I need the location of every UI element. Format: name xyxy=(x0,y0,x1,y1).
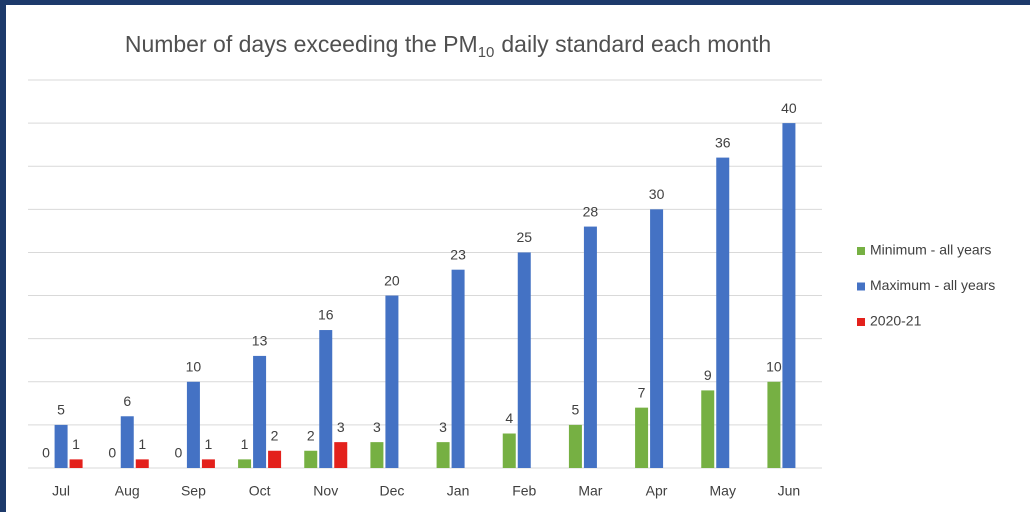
data-label: 16 xyxy=(318,307,334,323)
bar xyxy=(701,390,715,468)
data-label: 5 xyxy=(572,402,580,418)
bar xyxy=(767,381,781,468)
data-label: 9 xyxy=(704,367,712,383)
data-label: 0 xyxy=(108,445,116,461)
x-tick-label: Apr xyxy=(646,483,668,499)
x-tick-label: Dec xyxy=(379,483,404,499)
bar xyxy=(436,442,450,468)
data-label: 20 xyxy=(384,272,400,288)
data-label: 10 xyxy=(766,358,782,374)
x-tick-label: Feb xyxy=(512,483,536,499)
bar xyxy=(319,330,333,468)
bar xyxy=(268,450,282,468)
data-label: 1 xyxy=(205,436,213,452)
chart-title: Number of days exceeding the PM10 daily s… xyxy=(125,31,771,61)
x-tick-label: Sep xyxy=(181,483,206,499)
data-label: 10 xyxy=(186,358,202,374)
data-label: 23 xyxy=(450,246,466,262)
data-label: 6 xyxy=(123,393,131,409)
data-label: 36 xyxy=(715,134,731,150)
data-label: 5 xyxy=(57,402,65,418)
bar xyxy=(370,442,384,468)
x-tick-label: Oct xyxy=(249,483,271,499)
data-label: 30 xyxy=(649,186,665,202)
bar xyxy=(650,209,664,469)
bar xyxy=(120,416,134,468)
data-label: 1 xyxy=(138,436,146,452)
bar xyxy=(502,433,516,468)
bar xyxy=(238,459,252,468)
x-tick-label: Aug xyxy=(115,483,140,499)
bar xyxy=(451,269,465,468)
title-rest: daily standard each month xyxy=(501,31,771,57)
bar xyxy=(568,424,582,468)
bar xyxy=(517,252,531,468)
x-tick-label: Nov xyxy=(313,483,338,499)
bar xyxy=(583,226,597,468)
x-tick-label: Jun xyxy=(778,483,801,499)
legend-label: 2020-21 xyxy=(870,313,922,329)
legend-label: Maximum - all years xyxy=(870,277,995,293)
legend-swatch xyxy=(857,247,865,255)
bar xyxy=(186,381,200,468)
data-label: 3 xyxy=(373,419,381,435)
data-label: 0 xyxy=(42,445,50,461)
data-label: 2 xyxy=(271,427,279,443)
data-label: 3 xyxy=(439,419,447,435)
x-tick-label: Mar xyxy=(578,483,602,499)
legend-swatch xyxy=(857,282,865,291)
bar xyxy=(54,424,68,468)
bar xyxy=(334,442,348,468)
data-label: 25 xyxy=(516,229,532,245)
x-tick-label: May xyxy=(710,483,736,499)
data-label: 13 xyxy=(252,333,268,349)
data-label: 2 xyxy=(307,427,315,443)
legend-label: Minimum - all years xyxy=(870,242,991,258)
bar xyxy=(635,407,649,468)
bar xyxy=(135,459,149,468)
data-label: 7 xyxy=(638,384,646,400)
x-tick-label: Jul xyxy=(52,483,70,499)
bar xyxy=(304,450,318,468)
data-label: 28 xyxy=(583,203,599,219)
title-main: Number of days exceeding the PM xyxy=(125,31,478,57)
data-label: 40 xyxy=(781,100,797,116)
legend-swatch xyxy=(857,318,865,326)
title-subscript: 10 xyxy=(478,44,495,61)
bar xyxy=(385,295,399,468)
data-label: 3 xyxy=(337,419,345,435)
bar xyxy=(782,123,796,468)
bar xyxy=(201,459,215,468)
bar xyxy=(69,459,83,468)
data-label: 1 xyxy=(241,436,249,452)
data-label: 1 xyxy=(72,436,80,452)
data-label: 4 xyxy=(505,410,513,426)
x-tick-label: Jan xyxy=(447,483,470,499)
bar xyxy=(716,157,730,468)
data-label: 0 xyxy=(175,445,183,461)
bar xyxy=(253,355,267,468)
